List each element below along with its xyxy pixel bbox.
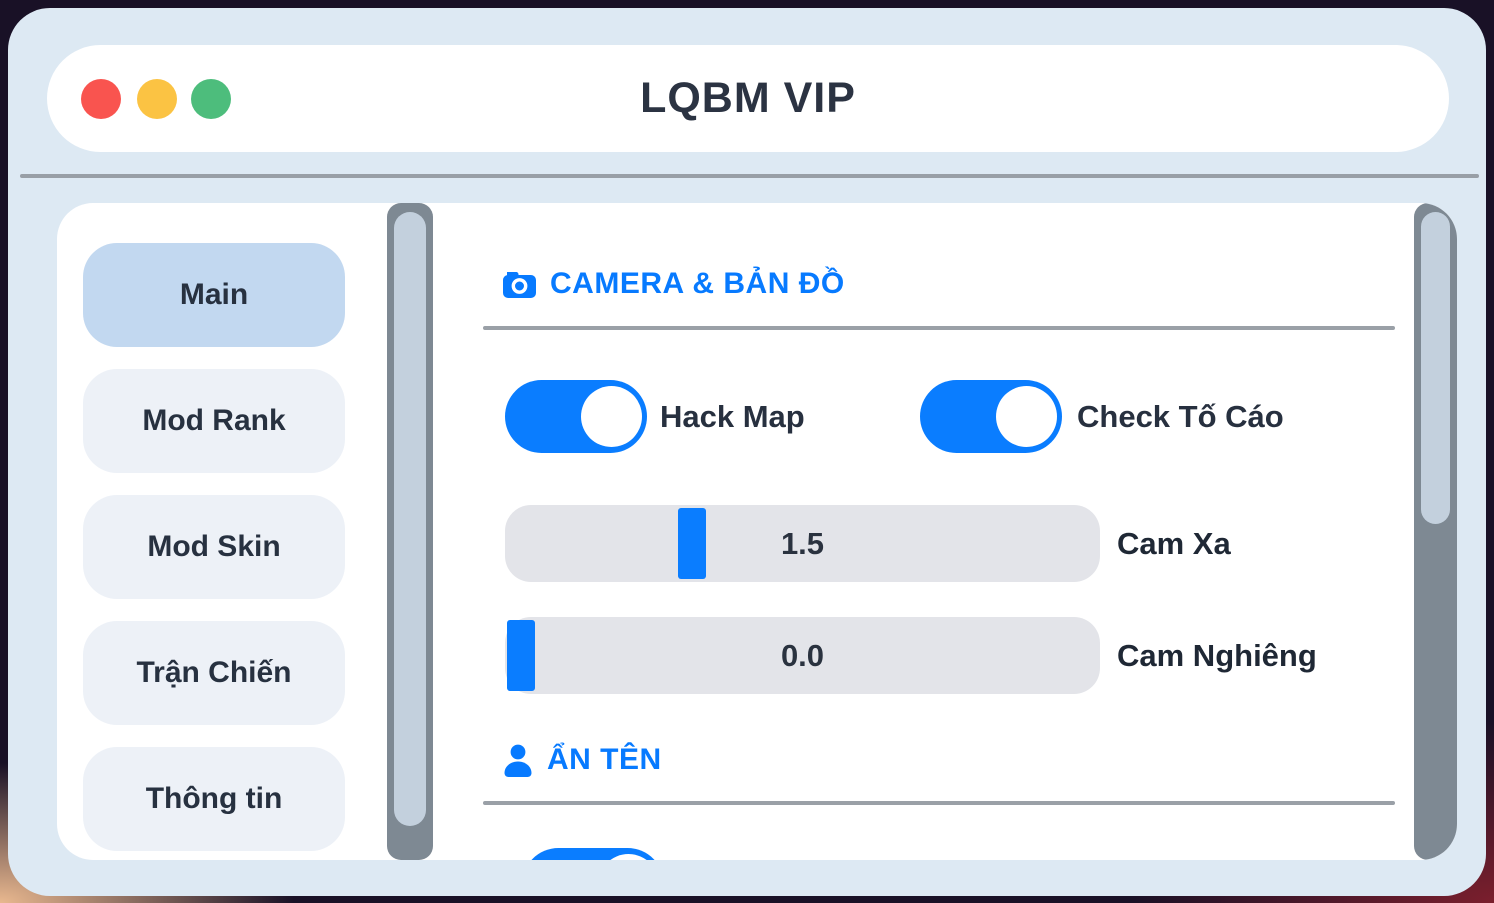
toggle-knob bbox=[598, 854, 659, 860]
cam-nghieng-label: Cam Nghiêng bbox=[1117, 637, 1317, 673]
section-title: ẨN TÊN bbox=[547, 743, 662, 776]
camera-icon bbox=[503, 271, 536, 298]
user-icon bbox=[504, 744, 532, 777]
sidebar-item-label: Thông tin bbox=[145, 782, 283, 815]
cam-xa-value: 1.5 bbox=[780, 525, 825, 561]
titlebar-divider bbox=[20, 174, 1479, 178]
toggle-knob bbox=[581, 386, 642, 447]
sidebar-item-label: Main bbox=[179, 278, 249, 311]
section-header-camera: CAMERA & BẢN ĐỒ bbox=[503, 267, 845, 301]
section-header-an-ten: ẨN TÊN bbox=[503, 743, 662, 777]
toggle-knob bbox=[996, 386, 1057, 447]
check-to-cao-toggle[interactable] bbox=[920, 380, 1062, 453]
cam-nghieng-slider[interactable]: 0.0 bbox=[505, 617, 1100, 694]
sidebar-scrollbar-track[interactable] bbox=[387, 203, 433, 860]
partially-visible-toggle[interactable] bbox=[522, 848, 664, 860]
sidebar-item-label: Mod Skin bbox=[147, 530, 281, 563]
minimize-window-button[interactable] bbox=[137, 79, 177, 119]
cam-nghieng-slider-thumb[interactable] bbox=[507, 620, 535, 691]
sidebar-item-label: Trận Chiến bbox=[136, 656, 292, 689]
close-window-button[interactable] bbox=[81, 79, 121, 119]
main-panel: Main Mod Rank Mod Skin Trận Chiến Thông … bbox=[57, 203, 1457, 860]
hack-map-toggle[interactable] bbox=[505, 380, 647, 453]
app-window: LQBM VIP Main Mod Rank Mod Skin Trận Chi… bbox=[8, 8, 1486, 896]
sidebar-item-tran-chien[interactable]: Trận Chiến bbox=[83, 621, 345, 725]
zoom-window-button[interactable] bbox=[191, 79, 231, 119]
sidebar-item-main[interactable]: Main bbox=[83, 243, 345, 347]
check-to-cao-label: Check Tố Cáo bbox=[1077, 398, 1284, 434]
sidebar-item-mod-skin[interactable]: Mod Skin bbox=[83, 495, 345, 599]
window-title: LQBM VIP bbox=[640, 74, 856, 122]
cam-xa-slider-thumb[interactable] bbox=[678, 508, 706, 579]
section-title: CAMERA & BẢN ĐỒ bbox=[550, 267, 845, 300]
sidebar-item-thong-tin[interactable]: Thông tin bbox=[83, 747, 345, 851]
sidebar: Main Mod Rank Mod Skin Trận Chiến Thông … bbox=[57, 203, 387, 860]
sidebar-item-mod-rank[interactable]: Mod Rank bbox=[83, 369, 345, 473]
cam-nghieng-value: 0.0 bbox=[780, 637, 825, 673]
content-area: CAMERA & BẢN ĐỒ Hack Map Check Tố Cáo 1.… bbox=[433, 203, 1414, 860]
section-divider bbox=[483, 801, 1395, 805]
hack-map-label: Hack Map bbox=[660, 398, 805, 434]
cam-xa-slider[interactable]: 1.5 bbox=[505, 505, 1100, 582]
section-divider bbox=[483, 326, 1395, 330]
content-scrollbar-track[interactable] bbox=[1414, 203, 1457, 860]
sidebar-item-label: Mod Rank bbox=[142, 404, 286, 437]
title-bar: LQBM VIP bbox=[47, 45, 1449, 152]
cam-xa-label: Cam Xa bbox=[1117, 525, 1231, 561]
content-scrollbar-thumb[interactable] bbox=[1421, 212, 1450, 524]
sidebar-scrollbar-thumb[interactable] bbox=[394, 212, 426, 826]
